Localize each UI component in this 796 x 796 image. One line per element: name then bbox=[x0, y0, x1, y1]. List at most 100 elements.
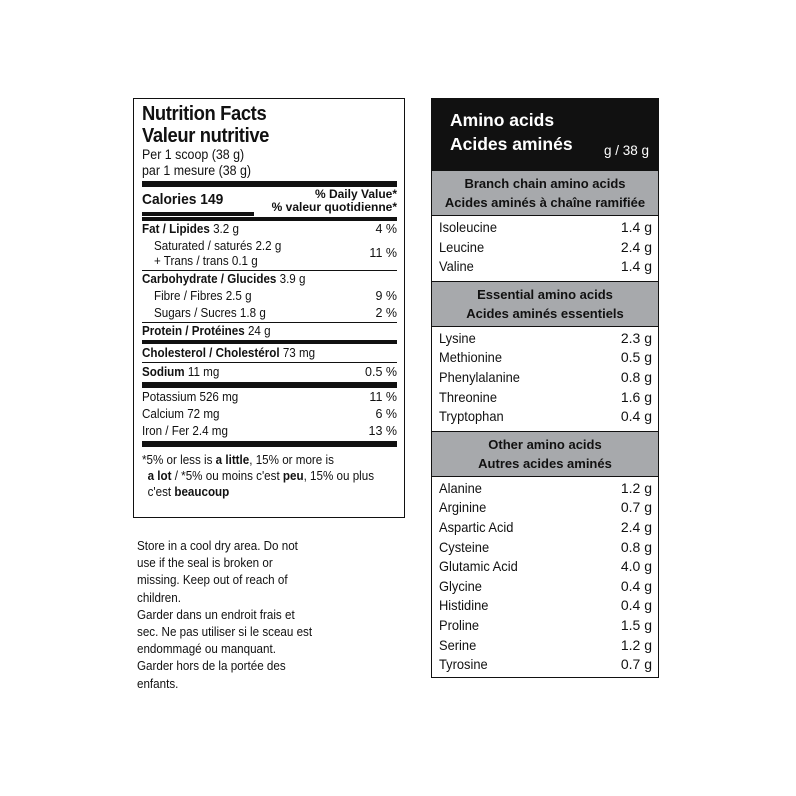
fat-label: Fat / Lipides bbox=[142, 222, 210, 236]
storage-line: Garder hors de la portée des bbox=[137, 659, 286, 674]
amino-list-essential: Lysine 2.3 g Methionine 0.5 g Phenylalanin… bbox=[432, 327, 658, 431]
divider-thick bbox=[142, 441, 397, 447]
sugars-label: Sugars / Sucres 1.8 g bbox=[154, 306, 266, 320]
list-item: Glycine 0.4 g bbox=[439, 577, 652, 594]
fibre-dv: 9 % bbox=[375, 289, 397, 303]
nutrition-facts-panel: Nutrition Facts Valeur nutritive Per 1 s… bbox=[133, 98, 405, 518]
storage-line: enfants. bbox=[137, 676, 179, 691]
trans-label: + Trans / trans 0.1 g bbox=[154, 254, 258, 268]
storage-instructions: Store in a cool dry area. Do not use if … bbox=[137, 538, 347, 693]
divider bbox=[142, 270, 397, 271]
divider-thick bbox=[142, 181, 397, 187]
protein-label: Protein / Protéines bbox=[142, 324, 245, 338]
nutrition-title-fr: Valeur nutritive bbox=[142, 125, 270, 147]
section-title-en: Branch chain amino acids bbox=[464, 176, 626, 191]
daily-value-en: % Daily Value* bbox=[314, 187, 397, 201]
carb-row: Carbohydrate / Glucides 3.9 g bbox=[142, 271, 397, 288]
storage-line: endommagé ou manquant. bbox=[137, 642, 276, 657]
footnote-line-2: a lot / *5% ou moins c'est peu, 15% ou p… bbox=[147, 469, 375, 483]
storage-line: use if the seal is broken or bbox=[137, 556, 273, 571]
footnote-line-3: c'est beaucoup bbox=[147, 485, 230, 499]
section-title-fr: Acides aminés essentiels bbox=[466, 305, 624, 321]
serving-size-fr: par 1 mesure (38 g) bbox=[142, 163, 252, 178]
nutrition-title-en: Nutrition Facts bbox=[142, 103, 267, 125]
section-title-fr: Acides aminés à chaîne ramifiée bbox=[444, 195, 646, 210]
calories-underline bbox=[142, 212, 254, 216]
cholesterol-amount: 73 mg bbox=[282, 346, 316, 360]
cholesterol-label: Cholesterol / Cholestérol bbox=[142, 346, 280, 360]
sodium-row: Sodium 11 mg 0.5 % bbox=[142, 364, 397, 381]
calcium-row: Calcium 72 mg 6 % bbox=[142, 406, 397, 423]
amino-acids-panel: Amino acids Acides aminés g / 38 g Branc… bbox=[431, 98, 659, 678]
storage-line: sec. Ne pas utiliser si le sceau est bbox=[137, 625, 313, 640]
carb-label: Carbohydrate / Glucides bbox=[142, 272, 277, 286]
divider bbox=[142, 362, 397, 363]
section-header-bcaa: Branch chain amino acids Acides aminés à… bbox=[432, 171, 658, 216]
serving-size-en: Per 1 scoop (38 g) bbox=[142, 147, 245, 162]
list-item: Proline 1.5 g bbox=[439, 616, 652, 633]
saturated-row: Saturated / saturés 2.2 g bbox=[142, 238, 397, 255]
sodium-dv: 0.5 % bbox=[365, 365, 397, 379]
sodium-label: Sodium bbox=[142, 365, 185, 379]
amino-title-fr: Acides aminés bbox=[450, 134, 573, 154]
divider-medium bbox=[142, 340, 397, 344]
potassium-row: Potassium 526 mg 11 % bbox=[142, 389, 397, 406]
daily-value-fr: % valeur quotidienne* bbox=[271, 200, 397, 214]
divider bbox=[142, 322, 397, 323]
protein-row: Protein / Protéines 24 g bbox=[142, 323, 397, 340]
list-item: Phenylalanine 0.8 g bbox=[439, 368, 652, 385]
saturated-label: Saturated / saturés 2.2 g bbox=[154, 239, 282, 253]
fat-amount: 3.2 g bbox=[213, 222, 239, 236]
list-item: Leucine 2.4 g bbox=[439, 238, 652, 255]
storage-line: missing. Keep out of reach of bbox=[137, 573, 288, 588]
amino-title-en: Amino acids bbox=[450, 110, 555, 130]
calories-value: 149 bbox=[200, 191, 224, 208]
list-item: Lysine 2.3 g bbox=[439, 329, 652, 346]
potassium-dv: 11 % bbox=[369, 390, 397, 404]
list-item: Aspartic Acid 2.4 g bbox=[439, 518, 652, 535]
list-item: Tryptophan 0.4 g bbox=[439, 408, 652, 425]
footnote-line-1: *5% or less is a little, 15% or more is bbox=[142, 453, 334, 467]
saturated-trans-dv: 11 % bbox=[369, 246, 397, 260]
calories-row: Calories 149 % Daily Value* % valeur quo… bbox=[142, 187, 397, 217]
section-header-essential: Essential amino acids Acides aminés esse… bbox=[432, 280, 658, 327]
carb-amount: 3.9 g bbox=[279, 272, 306, 286]
trans-row: + Trans / trans 0.1 g 11 % bbox=[142, 246, 397, 270]
footnote: *5% or less is a little, 15% or more is … bbox=[142, 447, 397, 500]
calcium-label: Calcium 72 mg bbox=[142, 407, 220, 421]
sodium-amount: 11 mg bbox=[187, 365, 220, 379]
calcium-dv: 6 % bbox=[375, 407, 397, 421]
amino-list-bcaa: Isoleucine 1.4 g Leucine 2.4 g Valine 1.4 g bbox=[432, 216, 658, 281]
list-item: Threonine 1.6 g bbox=[439, 388, 652, 405]
list-item: Tyrosine 0.7 g bbox=[439, 656, 652, 673]
storage-line: Garder dans un endroit frais et bbox=[137, 607, 295, 622]
amino-list-other: Alanine 1.2 g Arginine 0.7 g Aspartic Acid… bbox=[432, 477, 658, 679]
list-item: Arginine 0.7 g bbox=[439, 499, 652, 516]
amino-unit: g / 38 g bbox=[603, 143, 649, 158]
list-item: Histidine 0.4 g bbox=[439, 597, 652, 614]
sugars-row: Sugars / Sucres 1.8 g 2 % bbox=[142, 305, 397, 322]
storage-line: children. bbox=[137, 590, 181, 605]
section-title-fr: Autres acides aminés bbox=[478, 455, 612, 471]
list-item: Valine 1.4 g bbox=[439, 258, 652, 275]
list-item: Isoleucine 1.4 g bbox=[439, 219, 652, 235]
list-item: Serine 1.2 g bbox=[439, 636, 652, 653]
section-title-en: Other amino acids bbox=[488, 436, 602, 452]
potassium-label: Potassium 526 mg bbox=[142, 390, 239, 404]
section-title-en: Essential amino acids bbox=[477, 286, 613, 302]
section-header-other: Other amino acids Autres acides aminés bbox=[432, 430, 658, 477]
calories-label: Calories bbox=[142, 191, 197, 208]
list-item: Methionine 0.5 g bbox=[439, 349, 652, 366]
list-item: Alanine 1.2 g bbox=[439, 479, 652, 496]
list-item: Glutamic Acid 4.0 g bbox=[439, 558, 652, 575]
fibre-label: Fibre / Fibres 2.5 g bbox=[154, 289, 252, 303]
list-item: Cysteine 0.8 g bbox=[439, 538, 652, 555]
divider-medium bbox=[142, 217, 397, 221]
sugars-dv: 2 % bbox=[375, 306, 397, 320]
protein-amount: 24 g bbox=[247, 324, 271, 338]
iron-row: Iron / Fer 2.4 mg 13 % bbox=[142, 423, 397, 440]
calories-text: Calories 149 bbox=[142, 191, 223, 208]
fat-dv: 4 % bbox=[375, 222, 397, 236]
iron-label: Iron / Fer 2.4 mg bbox=[142, 424, 228, 438]
divider-thick bbox=[142, 382, 397, 388]
